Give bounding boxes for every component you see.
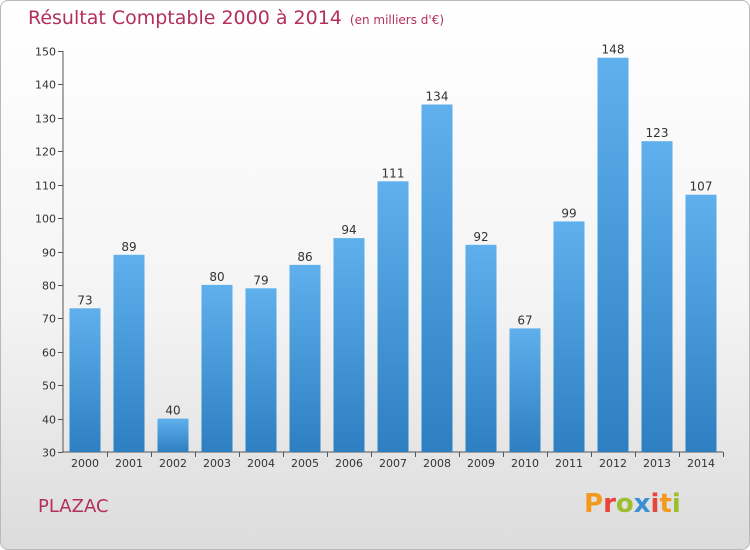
bar [333,238,365,452]
data-label: 99 [561,206,576,220]
data-label: 111 [382,166,405,180]
x-tick-label: 2004 [247,457,275,470]
y-tick-label: 110 [35,180,56,193]
chart-unit: (en milliers d'€) [349,13,445,27]
x-tick-label: 2011 [555,457,583,470]
y-tick-label: 140 [35,79,56,92]
data-label: 79 [253,273,268,287]
y-tick-label: 100 [35,213,56,226]
data-label: 123 [646,126,669,140]
y-tick-label: 60 [42,347,56,360]
x-tick-label: 2012 [599,457,627,470]
x-tick-label: 2006 [335,457,363,470]
bar [553,221,585,452]
bar [157,418,189,452]
data-label: 107 [690,180,713,194]
data-label: 89 [121,240,136,254]
x-tick-label: 2005 [291,457,319,470]
data-label: 148 [602,43,625,57]
y-tick-label: 80 [42,280,56,293]
bar [69,308,101,452]
chart-title-text: Résultat Comptable 2000 à 2014 [28,7,342,29]
x-tick-label: 2010 [511,457,539,470]
data-label: 92 [473,230,488,244]
commune-name: PLAZAC [38,496,109,517]
y-tick-label: 130 [35,113,56,126]
bar [201,284,233,452]
bar [289,264,321,452]
data-label: 134 [426,90,449,104]
y-tick-label: 30 [42,447,56,460]
bar [377,181,409,453]
x-tick-label: 2003 [203,457,231,470]
data-label: 94 [341,223,356,237]
data-label: 73 [77,293,92,307]
bar [245,288,277,452]
y-tick-label: 40 [42,414,56,427]
bar [421,104,453,452]
x-tick-label: 2014 [687,457,715,470]
x-tick-label: 2007 [379,457,407,470]
x-tick-label: 2001 [115,457,143,470]
y-tick-label: 150 [35,46,56,59]
x-tick-label: 2013 [643,457,671,470]
x-tick-label: 2008 [423,457,451,470]
bar [465,244,497,452]
x-tick-label: 2000 [71,457,99,470]
bar [685,194,717,452]
y-tick-label: 120 [35,146,56,159]
bar [597,57,629,452]
chart-title: Résultat Comptable 2000 à 2014 (en millie… [28,7,444,29]
bar [113,254,145,452]
data-label: 67 [517,313,532,327]
y-tick-label: 90 [42,247,56,260]
bar [641,141,673,452]
y-tick-label: 50 [42,380,56,393]
x-tick-label: 2009 [467,457,495,470]
proxiti-logo: Proxiti [584,489,681,519]
y-tick-label: 70 [42,313,56,326]
x-tick-label: 2002 [159,457,187,470]
data-label: 80 [209,270,224,284]
data-label: 86 [297,250,312,264]
data-label: 40 [165,404,180,418]
bar [509,328,541,452]
